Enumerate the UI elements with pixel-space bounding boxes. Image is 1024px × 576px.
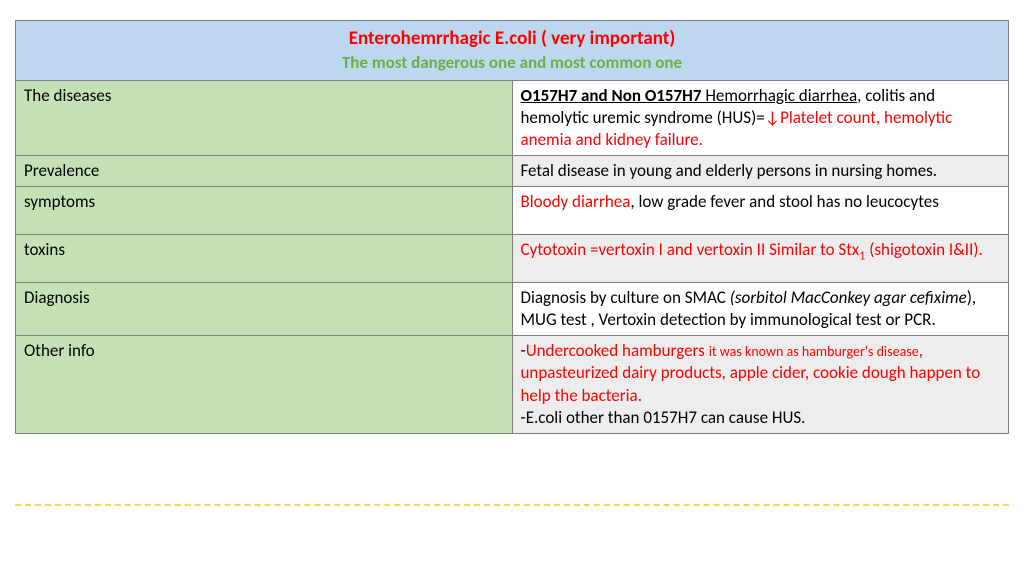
label-diagnosis: Diagnosis xyxy=(16,283,513,336)
diag-before: Diagnosis by culture on SMAC xyxy=(521,287,730,308)
content-other: -Undercooked hamburgers it was known as … xyxy=(512,336,1009,433)
divider-line xyxy=(15,504,1009,506)
label-diseases: The diseases xyxy=(16,80,513,155)
content-diseases: O157H7 and Non O157H7 Hemorrhagic diarrh… xyxy=(512,80,1009,155)
header-row: Enterohemrrhagic E.coli ( very important… xyxy=(16,21,1009,81)
label-prevalence: Prevalence xyxy=(16,156,513,187)
label-other: Other info xyxy=(16,336,513,433)
content-toxins: Cytotoxin =vertoxin I and vertoxin II Si… xyxy=(512,235,1009,283)
row-diseases: The diseases O157H7 and Non O157H7 Hemor… xyxy=(16,80,1009,155)
label-toxins: toxins xyxy=(16,235,513,283)
other-line2: -E.coli other than 0157H7 can cause HUS. xyxy=(521,407,806,428)
content-prevalence: Fetal disease in young and elderly perso… xyxy=(512,156,1009,187)
toxin-part1: Cytotoxin =vertoxin I and vertoxin II Si… xyxy=(521,239,860,260)
row-prevalence: Prevalence Fetal disease in young and el… xyxy=(16,156,1009,187)
diag-italic: (sorbitol MacConkey agar cefixime xyxy=(730,287,967,308)
row-other-info: Other info -Undercooked hamburgers it wa… xyxy=(16,336,1009,433)
other-red1: Undercooked hamburgers xyxy=(526,340,709,361)
content-symptoms: Bloody diarrhea, low grade fever and sto… xyxy=(512,187,1009,235)
row-symptoms: symptoms Bloody diarrhea, low grade feve… xyxy=(16,187,1009,235)
table-title: Enterohemrrhagic E.coli ( very important… xyxy=(22,27,1002,52)
label-symptoms: symptoms xyxy=(16,187,513,235)
table-header: Enterohemrrhagic E.coli ( very important… xyxy=(16,21,1009,81)
row-toxins: toxins Cytotoxin =vertoxin I and vertoxi… xyxy=(16,235,1009,283)
content-diagnosis: Diagnosis by culture on SMAC (sorbitol M… xyxy=(512,283,1009,336)
strains: O157H7 and Non O157H7 xyxy=(521,85,702,106)
info-table: Enterohemrrhagic E.coli ( very important… xyxy=(15,20,1009,434)
toxin-part2: (shigotoxin I&II). xyxy=(865,239,982,260)
hem-diarrhea: Hemorrhagic diarrhea xyxy=(702,85,858,106)
other-small: it was known as hamburger's disease xyxy=(709,343,919,360)
symptom-rest: , low grade fever and stool has no leuco… xyxy=(630,191,938,212)
symptom-red: Bloody diarrhea xyxy=(521,191,631,212)
table-subtitle: The most dangerous one and most common o… xyxy=(22,52,1002,74)
row-diagnosis: Diagnosis Diagnosis by culture on SMAC (… xyxy=(16,283,1009,336)
